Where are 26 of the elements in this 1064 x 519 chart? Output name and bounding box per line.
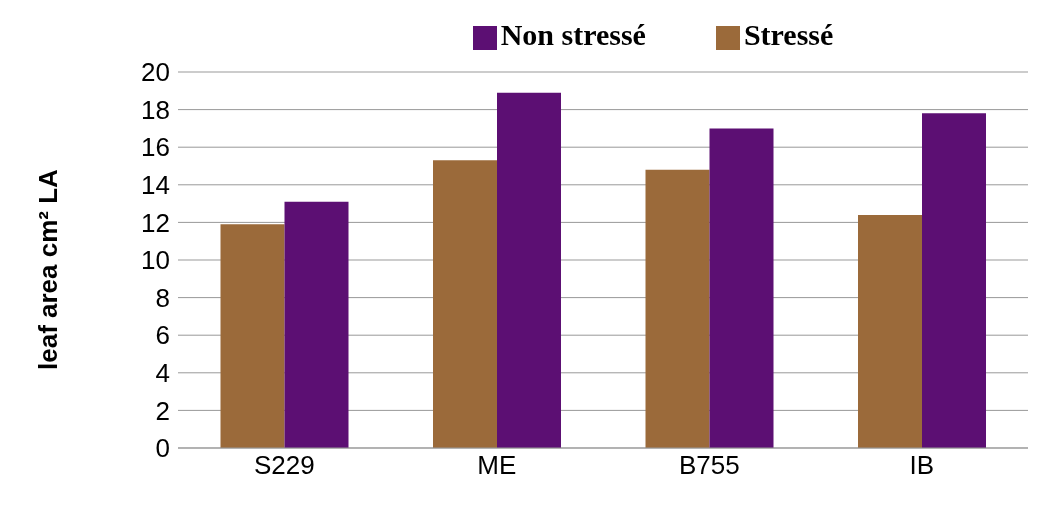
- bar: [220, 224, 285, 448]
- x-tick-label: S229: [253, 450, 315, 481]
- bar: [709, 128, 774, 448]
- y-tick-label: 4: [155, 358, 170, 389]
- legend-label: Stressé: [743, 18, 834, 51]
- y-axis-title: leaf area cm² LA: [33, 168, 64, 370]
- y-tick-label: 8: [155, 282, 170, 313]
- y-tick-label: 14: [141, 170, 170, 201]
- bar: [858, 214, 922, 448]
- legend-label: Non stressé: [500, 18, 646, 51]
- y-tick-label: 2: [155, 395, 170, 426]
- x-tick-label: ME: [477, 450, 517, 481]
- y-tick-label: 20: [141, 57, 170, 88]
- y-tick-label: 16: [141, 132, 170, 163]
- x-tick-label: B755: [678, 450, 740, 481]
- bar: [284, 201, 349, 448]
- bar: [645, 169, 710, 448]
- y-tick-label: 10: [141, 245, 170, 276]
- y-tick-label: 12: [141, 207, 170, 238]
- y-tick-label: 0: [155, 433, 170, 464]
- bar: [433, 160, 497, 448]
- x-tick-label: IB: [909, 450, 935, 481]
- bar: [497, 92, 561, 448]
- bar: [922, 113, 986, 448]
- y-tick-label: 6: [155, 320, 170, 351]
- y-tick-label: 18: [141, 94, 170, 125]
